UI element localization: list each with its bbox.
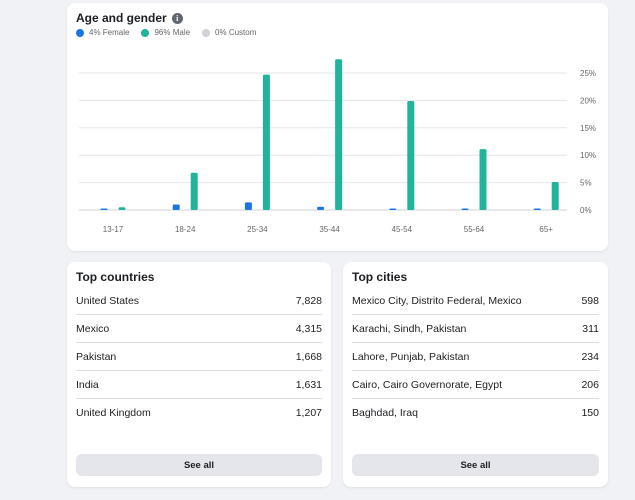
info-icon[interactable]: i: [171, 12, 183, 24]
bar-female-25-34[interactable]: [244, 202, 252, 210]
top-countries-card: Top countries United States 7,828 Mexico…: [67, 262, 331, 487]
bar-female-13-17[interactable]: [100, 208, 108, 211]
x-tick-label: 45-54: [392, 225, 413, 234]
age-gender-title: Age and gender: [76, 11, 167, 25]
bar-male-65+[interactable]: [551, 182, 559, 210]
legend-custom: 0% Custom: [202, 28, 256, 37]
y-tick-label: 20%: [580, 96, 596, 105]
country-count: 4,315: [295, 322, 322, 335]
country-count: 7,828: [295, 294, 322, 307]
x-tick-label: 55-64: [464, 225, 485, 234]
city-count: 598: [581, 294, 599, 307]
city-count: 150: [581, 407, 599, 419]
legend-male-label: 96% Male: [154, 28, 191, 37]
table-row: Lahore, Punjab, Pakistan 234: [352, 343, 599, 371]
table-row: United States 7,828: [76, 287, 322, 315]
city-name: Cairo, Cairo Governorate, Egypt: [352, 378, 502, 391]
bar-male-55-64[interactable]: [479, 149, 487, 210]
y-tick-label: 0%: [580, 206, 592, 215]
legend-custom-dot: [202, 28, 211, 37]
bar-male-35-44[interactable]: [335, 59, 343, 210]
legend-custom-label: 0% Custom: [215, 28, 257, 37]
y-tick-label: 15%: [580, 124, 596, 133]
bar-male-25-34[interactable]: [262, 74, 270, 210]
country-count: 1,207: [295, 407, 322, 419]
y-tick-label: 25%: [580, 69, 596, 78]
city-name: Lahore, Punjab, Pakistan: [352, 350, 470, 363]
x-tick-label: 18-24: [175, 225, 196, 234]
age-gender-card: 0% 5% 10% 15% 20% 25% 13-17 18-24 25-34 35-44 45-5…: [67, 3, 608, 251]
country-name: Mexico: [76, 322, 110, 335]
legend-female-label: 4% Female: [89, 28, 130, 37]
x-tick-label: 35-44: [319, 225, 340, 234]
bar-male-45-54[interactable]: [407, 100, 415, 210]
country-name: United States: [76, 294, 140, 307]
legend-female: 4% Female: [76, 28, 129, 37]
table-row: Baghdad, Iraq 150: [352, 399, 599, 427]
city-name: Mexico City, Distrito Federal, Mexico: [352, 294, 522, 307]
legend-male: 96% Male: [141, 28, 190, 37]
bar-male-18-24[interactable]: [190, 172, 198, 210]
table-row: Cairo, Cairo Governorate, Egypt 206: [352, 371, 599, 399]
city-name: Karachi, Sindh, Pakistan: [352, 322, 467, 335]
city-name: Baghdad, Iraq: [352, 407, 418, 419]
x-tick-label: 65+: [539, 225, 553, 234]
x-tick-label: 25-34: [247, 225, 268, 234]
table-row: Karachi, Sindh, Pakistan 311: [352, 315, 599, 343]
chart-legend: 4% Female 96% Male 0% Custom: [76, 28, 256, 37]
table-row: Mexico 4,315: [76, 315, 322, 343]
country-name: India: [76, 378, 99, 391]
legend-female-dot: [76, 28, 84, 37]
x-tick-label: 13-17: [103, 225, 124, 234]
table-row: India 1,631: [76, 371, 322, 399]
table-row: Mexico City, Distrito Federal, Mexico 59…: [352, 287, 599, 315]
y-tick-label: 5%: [580, 179, 592, 188]
top-cities-title: Top cities: [352, 270, 408, 284]
bar-female-18-24[interactable]: [172, 204, 180, 210]
bar-female-55-64[interactable]: [461, 208, 469, 211]
city-count: 234: [581, 350, 599, 363]
legend-male-dot: [141, 28, 150, 37]
bar-female-35-44[interactable]: [317, 206, 325, 210]
table-row: Pakistan 1,668: [76, 343, 322, 371]
bar-male-13-17[interactable]: [118, 207, 126, 210]
country-name: Pakistan: [76, 350, 117, 363]
see-all-cities-button[interactable]: See all: [352, 454, 599, 476]
age-gender-title-row: Age and gender i: [76, 11, 183, 25]
table-row: United Kingdom 1,207: [76, 399, 322, 427]
see-all-countries-button[interactable]: See all: [76, 454, 322, 476]
bar-female-65+[interactable]: [533, 208, 541, 211]
country-count: 1,631: [295, 378, 322, 391]
top-cities-card: Top cities Mexico City, Distrito Federal…: [343, 262, 608, 487]
y-tick-label: 10%: [580, 151, 596, 160]
city-count: 311: [582, 322, 599, 335]
city-count: 206: [581, 378, 599, 391]
top-countries-title: Top countries: [76, 270, 155, 284]
cities-list: Mexico City, Distrito Federal, Mexico 59…: [352, 287, 599, 427]
countries-list: United States 7,828 Mexico 4,315 Pakista…: [76, 287, 322, 427]
bar-female-45-54[interactable]: [389, 208, 397, 211]
country-count: 1,668: [295, 350, 322, 363]
country-name: United Kingdom: [76, 407, 151, 419]
age-gender-chart: 0% 5% 10% 15% 20% 25% 13-17 18-24 25-34 35-44 45-5…: [79, 59, 596, 234]
